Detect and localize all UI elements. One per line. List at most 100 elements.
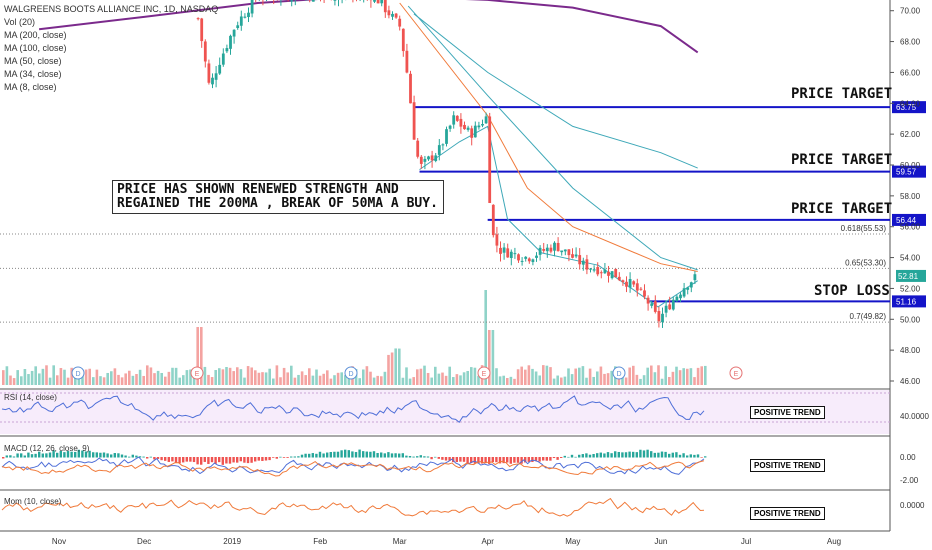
price-target-label: PRICE TARGET [791, 86, 893, 102]
macd-histogram-bar [506, 457, 509, 463]
volume-bar [416, 369, 419, 385]
volume-bar [556, 375, 559, 385]
macd-histogram-bar [12, 456, 16, 458]
candle [668, 304, 672, 310]
volume-bar [516, 369, 520, 385]
volume-bar [560, 377, 563, 385]
volume-bar [628, 367, 631, 385]
macd-histogram-bar [308, 453, 311, 458]
volume-bar [225, 367, 228, 385]
volume-bar [329, 378, 333, 385]
volume-bar [668, 376, 671, 385]
macd-histogram-bar [16, 453, 19, 458]
macd-histogram-bar [239, 457, 242, 462]
candle [491, 204, 495, 236]
macd-histogram-bar [286, 457, 289, 458]
volume-bar [452, 377, 455, 385]
candle [610, 271, 614, 279]
macd-histogram-bar [495, 457, 498, 463]
volume-bar [20, 376, 23, 385]
macd-histogram-bar [153, 457, 156, 460]
volume-bar [221, 369, 225, 385]
macd-histogram-bar [549, 457, 552, 461]
macd-histogram-bar [642, 450, 646, 458]
macd-histogram-bar [509, 457, 512, 464]
time-axis: Nov Dec 2019 Feb Mar Apr May Jun Jul Aug [52, 537, 841, 546]
volume-bar [696, 367, 700, 385]
macd-histogram-bar [441, 457, 444, 460]
volume-bar [171, 367, 174, 385]
candle [589, 268, 592, 270]
macd-histogram-bar [63, 452, 66, 458]
time-tick-label: Feb [313, 537, 327, 546]
event-marker-letter: E [482, 371, 487, 378]
macd-histogram-bar [369, 451, 372, 458]
macd-histogram-bar [455, 457, 458, 463]
volume-bar [398, 348, 401, 385]
chart-legend: WALGREENS BOOTS ALLIANCE INC, 1D, NASDAQ… [4, 3, 218, 94]
volume-bar [502, 375, 505, 385]
macd-histogram-bar [390, 453, 394, 458]
volume-bar [279, 377, 282, 385]
macd-histogram-bar [660, 451, 664, 458]
candle [542, 248, 546, 251]
macd-label: MACD (12, 26, close, 9) [4, 444, 90, 453]
macd-histogram-bar [372, 451, 376, 458]
macd-histogram-bar [437, 457, 440, 459]
volume-bar [509, 376, 513, 385]
price-tick-label: 60.00 [900, 161, 921, 170]
volume-bar [538, 375, 541, 385]
volume-bar [232, 371, 235, 385]
volume-bar [621, 376, 624, 385]
volume-bar [142, 375, 145, 385]
volume-bar [426, 372, 430, 385]
volume-bar [200, 327, 203, 385]
candle [603, 269, 607, 274]
volume-bar [646, 367, 649, 385]
volume-bar [297, 374, 300, 385]
volume-bar [545, 365, 549, 385]
macd-histogram-bar [700, 457, 703, 458]
macd-histogram-bar [452, 457, 455, 463]
macd-histogram-bar [563, 455, 566, 458]
macd-histogram-bar [106, 453, 109, 458]
volume-bar [549, 367, 552, 385]
volume-bar [664, 366, 667, 385]
volume-bar [16, 370, 19, 385]
macd-histogram-bar [621, 452, 624, 458]
macd-histogram-bar [448, 457, 451, 461]
macd-histogram-bar [92, 452, 95, 458]
macd-histogram-bar [149, 456, 152, 458]
volume-bar [315, 369, 318, 385]
macd-histogram-bar [635, 452, 638, 458]
volume-bar [686, 368, 689, 385]
volume-bar [38, 373, 41, 385]
macd-histogram-bar [527, 457, 530, 462]
indicator-tick-label: -2.00 [900, 476, 919, 485]
volume-bar [671, 371, 675, 385]
candle [236, 25, 240, 29]
macd-histogram-bar [401, 453, 404, 458]
macd-histogram-bar [326, 452, 329, 458]
volume-bar [99, 376, 102, 385]
macd-histogram-bar [268, 457, 271, 461]
volume-bar [27, 374, 30, 385]
volume-bar [380, 376, 383, 385]
candle [459, 118, 463, 127]
macd-histogram-bar [632, 451, 635, 458]
volume-bar [581, 366, 585, 385]
candle [488, 116, 492, 203]
candle [434, 155, 438, 162]
volume-bar [156, 370, 160, 385]
event-marker-letter: E [734, 371, 739, 378]
volume-bar [167, 371, 171, 385]
volume-bar [138, 369, 142, 385]
legend-line: MA (8, close) [4, 82, 57, 92]
time-tick-label: Apr [481, 537, 494, 546]
candle [394, 13, 398, 18]
candle [596, 267, 600, 275]
candle [617, 276, 621, 281]
volume-bar [56, 375, 59, 385]
macd-histogram-bar [167, 457, 170, 462]
